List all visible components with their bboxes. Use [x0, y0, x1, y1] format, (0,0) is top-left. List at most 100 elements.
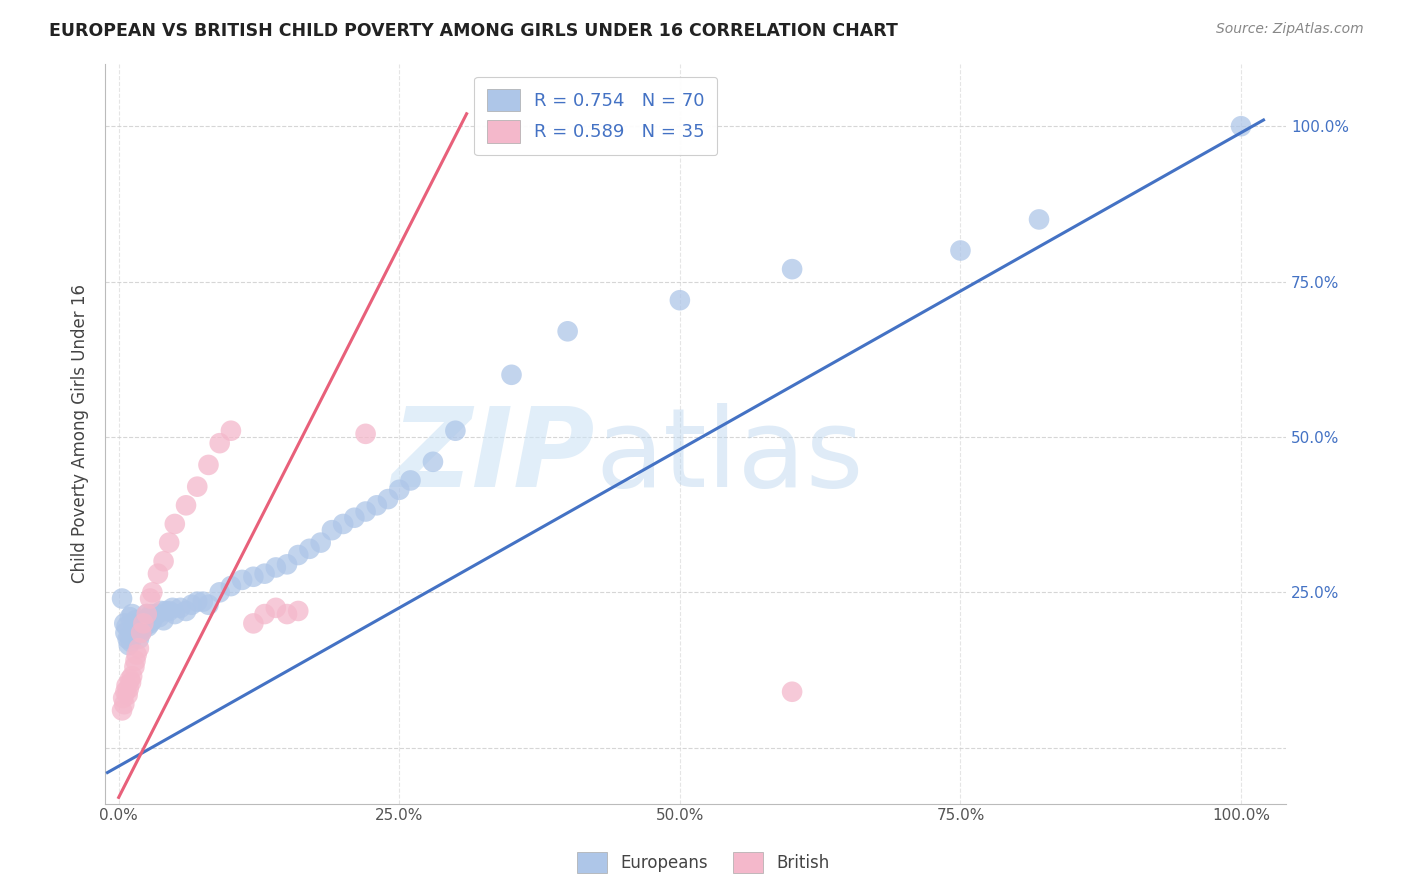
Point — [276, 607, 298, 621]
Point — [134, 619, 156, 633]
Point — [174, 498, 197, 512]
Point — [146, 566, 169, 581]
Y-axis label: Child Poverty Among Girls Under 16: Child Poverty Among Girls Under 16 — [72, 285, 89, 583]
Point — [124, 660, 146, 674]
Legend: R = 0.754   N = 70, R = 0.589   N = 35: R = 0.754 N = 70, R = 0.589 N = 35 — [474, 77, 717, 155]
Point — [422, 455, 444, 469]
Point — [124, 613, 146, 627]
Point — [264, 560, 287, 574]
Point — [162, 600, 184, 615]
Point — [321, 523, 343, 537]
Point — [264, 600, 287, 615]
Point — [253, 607, 276, 621]
Point — [124, 619, 146, 633]
Point — [125, 648, 148, 662]
Point — [124, 654, 146, 668]
Point — [128, 632, 150, 646]
Point — [131, 623, 153, 637]
Text: ZIP: ZIP — [392, 402, 595, 509]
Point — [287, 604, 309, 618]
Text: atlas: atlas — [595, 402, 863, 509]
Point — [157, 604, 180, 618]
Point — [152, 554, 174, 568]
Point — [117, 632, 139, 646]
Point — [197, 598, 219, 612]
Point — [111, 591, 134, 606]
Point — [139, 616, 162, 631]
Point — [152, 613, 174, 627]
Point — [115, 619, 138, 633]
Point — [298, 541, 321, 556]
Point — [242, 616, 264, 631]
Point — [208, 585, 231, 599]
Point — [186, 480, 208, 494]
Point — [135, 613, 157, 627]
Point — [155, 604, 177, 618]
Point — [366, 498, 388, 512]
Point — [118, 673, 141, 687]
Point — [150, 604, 173, 618]
Point — [276, 558, 298, 572]
Point — [557, 324, 579, 338]
Point — [780, 262, 803, 277]
Point — [121, 607, 143, 621]
Point — [135, 607, 157, 621]
Point — [141, 613, 163, 627]
Point — [114, 625, 136, 640]
Point — [180, 598, 202, 612]
Point — [117, 688, 139, 702]
Point — [141, 585, 163, 599]
Point — [242, 570, 264, 584]
Point — [129, 625, 152, 640]
Point — [309, 535, 332, 549]
Point — [125, 625, 148, 640]
Point — [1028, 212, 1050, 227]
Point — [132, 616, 155, 631]
Point — [231, 573, 253, 587]
Point — [780, 685, 803, 699]
Point — [111, 703, 134, 717]
Point — [139, 591, 162, 606]
Point — [377, 492, 399, 507]
Point — [354, 426, 377, 441]
Point — [114, 685, 136, 699]
Point — [122, 623, 145, 637]
Point — [128, 641, 150, 656]
Point — [501, 368, 523, 382]
Legend: Europeans, British: Europeans, British — [569, 846, 837, 880]
Point — [138, 610, 160, 624]
Point — [332, 516, 354, 531]
Point — [169, 600, 191, 615]
Point — [118, 681, 141, 696]
Point — [157, 535, 180, 549]
Point — [118, 638, 141, 652]
Point — [135, 607, 157, 621]
Point — [219, 579, 242, 593]
Point — [129, 625, 152, 640]
Point — [253, 566, 276, 581]
Point — [399, 474, 422, 488]
Point — [148, 610, 170, 624]
Point — [186, 594, 208, 608]
Point — [287, 548, 309, 562]
Point — [354, 504, 377, 518]
Point — [136, 619, 159, 633]
Point — [129, 619, 152, 633]
Point — [669, 293, 692, 308]
Point — [163, 516, 186, 531]
Point — [120, 675, 142, 690]
Point — [143, 607, 166, 621]
Point — [118, 610, 141, 624]
Point — [219, 424, 242, 438]
Point — [120, 635, 142, 649]
Point — [197, 458, 219, 472]
Point — [163, 607, 186, 621]
Point — [132, 616, 155, 631]
Text: Source: ZipAtlas.com: Source: ZipAtlas.com — [1216, 22, 1364, 37]
Point — [208, 436, 231, 450]
Point — [174, 604, 197, 618]
Point — [146, 607, 169, 621]
Point — [112, 697, 135, 711]
Point — [112, 616, 135, 631]
Point — [1230, 119, 1253, 133]
